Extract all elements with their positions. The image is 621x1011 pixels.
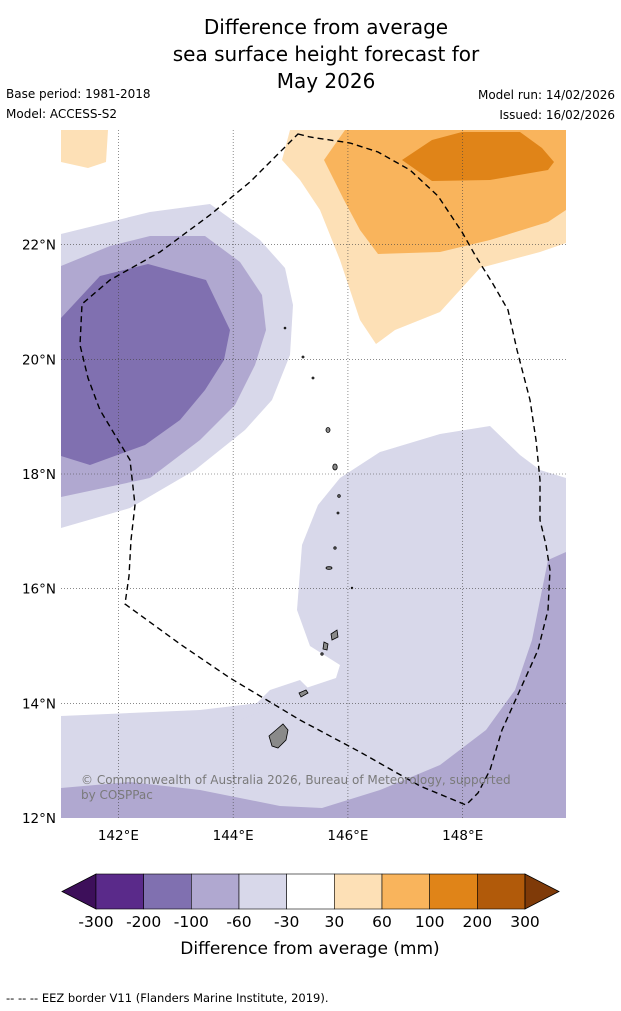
colorbar-tick-label: -100	[174, 913, 209, 931]
x-tick-label: 142°E	[98, 828, 139, 844]
credit-line-2: by COSPPac	[81, 788, 153, 802]
chart-title: Difference from average sea surface heig…	[0, 14, 621, 95]
model-label: Model: ACCESS-S2	[6, 107, 118, 121]
island-agrihan	[325, 427, 331, 433]
y-tick-label: 12°N	[22, 811, 56, 827]
island-asuncion	[311, 376, 315, 380]
y-axis-ticks: 22°N 20°N 18°N 16°N 14°N 12°N	[22, 238, 56, 827]
model-run-label: Model run: 14/02/2026	[477, 88, 615, 102]
colorbar-swatch	[238, 873, 287, 910]
contour-sw-pocket	[240, 680, 310, 720]
colorbar-title: Difference from average (mm)	[180, 939, 439, 959]
y-tick-label: 14°N	[22, 696, 56, 712]
colorbar-swatch	[477, 873, 526, 910]
colorbar-swatch	[286, 873, 335, 910]
island-tinian	[322, 641, 329, 651]
y-tick-label: 20°N	[22, 352, 56, 368]
y-tick-label: 18°N	[22, 467, 56, 483]
title-line-2: sea surface height forecast for	[172, 42, 480, 66]
title-line-3: May 2026	[276, 69, 376, 93]
colorbar-swatch	[429, 873, 478, 910]
island-guguan	[336, 511, 340, 515]
contour-nw-positive	[61, 130, 108, 168]
credit-line-1: © Commonwealth of Australia 2026, Bureau…	[81, 773, 511, 787]
colorbar: -300 -200 -100 -60 -30 30 60 100 200 300	[61, 873, 560, 931]
eez-legend-note: -- -- -- EEZ border V11 (Flanders Marine…	[6, 991, 329, 1005]
colorbar-tick-label: 100	[415, 913, 445, 931]
colorbar-tick-label: -60	[226, 913, 251, 931]
colorbar-swatch	[143, 873, 192, 910]
eez-border	[79, 133, 551, 806]
y-tick-label: 22°N	[22, 238, 56, 254]
island-saipan	[330, 629, 339, 641]
contour-ne-core	[402, 132, 554, 181]
colorbar-extend-low	[61, 873, 97, 910]
island-sarigan	[333, 546, 337, 550]
colorbar-swatch	[334, 873, 383, 910]
contour-se-weak-negative	[61, 426, 566, 818]
x-axis-ticks: 142°E 144°E 146°E 148°E	[98, 828, 483, 844]
colorbar-tick-label: 30	[324, 913, 344, 931]
island-rota	[298, 689, 309, 698]
colorbar-tick-label: -300	[78, 913, 113, 931]
island-alamagan	[337, 494, 341, 498]
contour-se-negative	[61, 552, 566, 818]
island-aguijan	[320, 652, 324, 656]
island-anatahan	[325, 566, 333, 570]
colorbar-swatch	[191, 873, 240, 910]
colorbar-tick-label: 300	[510, 913, 540, 931]
x-tick-label: 146°E	[327, 828, 368, 844]
island-maug	[301, 355, 305, 359]
x-tick-label: 144°E	[213, 828, 254, 844]
x-tick-label: 148°E	[442, 828, 483, 844]
y-tick-label: 16°N	[22, 582, 56, 598]
colorbar-tick-label: -200	[126, 913, 161, 931]
colorbar-swatch	[381, 873, 430, 910]
island-pagan	[332, 463, 338, 471]
base-period-label: Base period: 1981-2018	[6, 87, 151, 101]
islands	[268, 326, 354, 749]
title-line-1: Difference from average	[203, 15, 449, 39]
island-farallon	[283, 326, 287, 330]
map-plot-area: © Commonwealth of Australia 2026, Bureau…	[61, 130, 566, 818]
colorbar-tick-label: -30	[274, 913, 299, 931]
colorbar-extend-high	[524, 873, 560, 910]
colorbar-swatch	[95, 873, 144, 910]
island-guam	[268, 723, 289, 749]
colorbar-tick-label: 200	[463, 913, 493, 931]
gridlines	[61, 130, 566, 818]
colorbar-tick-label: 60	[372, 913, 392, 931]
issued-label: Issued: 16/02/2026	[499, 108, 615, 122]
